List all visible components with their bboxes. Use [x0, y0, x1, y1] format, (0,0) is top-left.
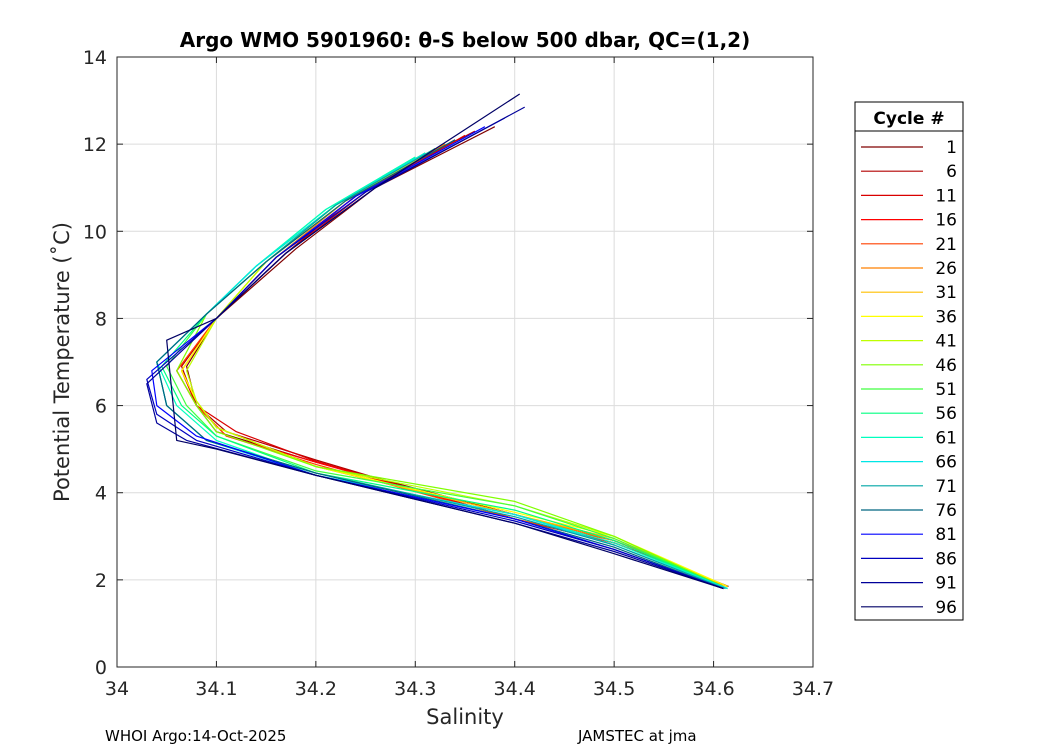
- series-line-cycle-16: [176, 139, 728, 587]
- legend-label-cycle-81: 81: [935, 525, 957, 545]
- legend-label-cycle-26: 26: [935, 259, 957, 279]
- legend-label-cycle-86: 86: [935, 549, 957, 569]
- legend-label-cycle-96: 96: [935, 598, 957, 618]
- x-tick-label: 34.7: [792, 678, 834, 700]
- legend-label-cycle-66: 66: [935, 453, 957, 473]
- footer-left: WHOI Argo:14-Oct-2025: [105, 727, 286, 745]
- series-line-cycle-76: [156, 139, 724, 590]
- y-tick-label: 8: [95, 308, 107, 330]
- x-tick-label: 34: [105, 678, 129, 700]
- series-line-cycle-46: [176, 152, 728, 590]
- series-line-cycle-11: [181, 134, 728, 587]
- series-line-cycle-66: [156, 152, 728, 590]
- series-line-cycle-56: [161, 156, 728, 590]
- footer-right: JAMSTEC at jma: [577, 727, 697, 745]
- series-line-cycle-71: [156, 147, 726, 590]
- y-tick-label: 14: [83, 47, 107, 69]
- series-line-cycle-26: [181, 143, 728, 587]
- legend-label-cycle-1: 1: [946, 138, 957, 158]
- legend-label-cycle-61: 61: [935, 428, 957, 448]
- series-line-cycle-81: [151, 126, 724, 590]
- x-tick-label: 34.2: [295, 678, 337, 700]
- series-line-cycle-6: [181, 130, 728, 587]
- grid: [117, 57, 813, 667]
- plot-frame: [116, 56, 814, 668]
- x-axis-label: Salinity: [426, 705, 504, 729]
- legend-label-cycle-6: 6: [946, 162, 957, 182]
- legend-label-cycle-56: 56: [935, 404, 957, 424]
- series-line-cycle-31: [181, 147, 728, 587]
- legend-label-cycle-16: 16: [935, 211, 957, 231]
- ticks: 34 34.1 34.2 34.3 34.4 34.5 34.6 34.7 0 2 4 6 8 10 12 1…: [83, 47, 834, 700]
- series-line-cycle-91: [146, 106, 724, 590]
- series-layer: [146, 93, 729, 590]
- y-tick-label: 12: [83, 134, 107, 156]
- y-tick-label: 4: [95, 483, 107, 505]
- y-axis-label: Potential Temperature (˚C): [50, 222, 74, 502]
- legend-label-cycle-51: 51: [935, 380, 957, 400]
- series-line-cycle-51: [166, 156, 728, 590]
- series-line-cycle-96: [166, 93, 724, 590]
- legend-label-cycle-21: 21: [935, 235, 957, 255]
- series-line-cycle-41: [186, 152, 728, 590]
- legend: Cycle # 16111621263136414651566166717681…: [854, 101, 964, 621]
- legend-label-cycle-11: 11: [935, 186, 957, 206]
- x-tick-label: 34.6: [692, 678, 734, 700]
- y-tick-label: 6: [95, 396, 107, 418]
- legend-label-cycle-76: 76: [935, 501, 957, 521]
- legend-label-cycle-91: 91: [935, 574, 957, 594]
- series-line-cycle-1: [186, 126, 729, 587]
- legend-label-cycle-31: 31: [935, 283, 957, 303]
- series-line-cycle-86: [146, 117, 724, 590]
- series-line-cycle-61: [156, 156, 728, 590]
- x-tick-label: 34.5: [593, 678, 635, 700]
- y-tick-label: 2: [95, 570, 107, 592]
- y-tick-label: 0: [95, 657, 107, 679]
- series-line-cycle-36: [181, 147, 728, 587]
- x-tick-label: 34.3: [394, 678, 436, 700]
- chart-title: Argo WMO 5901960: θ-S below 500 dbar, QC…: [180, 28, 750, 52]
- x-tick-label: 34.1: [195, 678, 237, 700]
- legend-label-cycle-46: 46: [935, 356, 957, 376]
- legend-label-cycle-41: 41: [935, 332, 957, 352]
- y-tick-label: 10: [83, 221, 107, 243]
- legend-label-cycle-36: 36: [935, 307, 957, 327]
- legend-label-cycle-71: 71: [935, 477, 957, 497]
- series-line-cycle-21: [176, 143, 728, 587]
- legend-title: Cycle #: [873, 109, 944, 129]
- x-tick-label: 34.4: [494, 678, 536, 700]
